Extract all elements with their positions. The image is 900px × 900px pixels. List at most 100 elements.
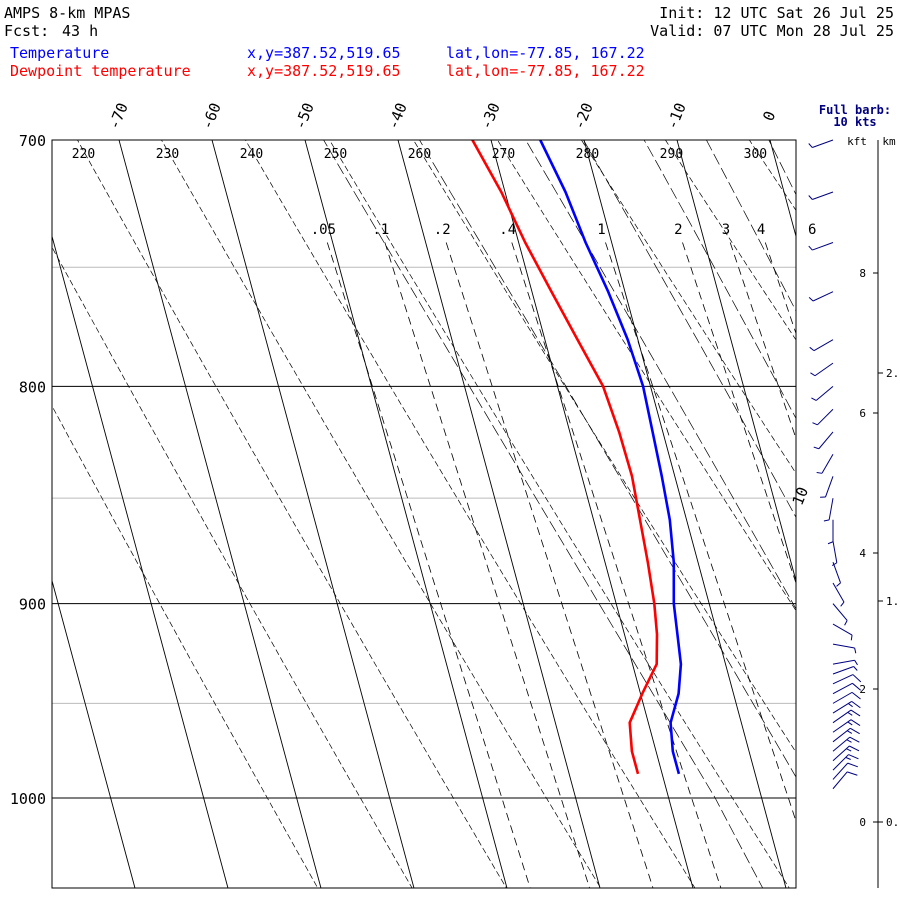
isotherm-label: -70 — [105, 100, 132, 132]
dry-adiabat-label: 250 — [324, 147, 347, 162]
dry-adiabat — [497, 140, 796, 612]
mixing-ratio-label: .05 — [311, 222, 336, 238]
dry-adiabat-label: 220 — [72, 147, 95, 162]
wind-barb — [827, 519, 834, 545]
wind-barb — [810, 362, 834, 377]
wind-barb — [808, 291, 834, 302]
dry-adiabat — [580, 140, 796, 474]
isotherm — [52, 234, 229, 888]
plot-frame — [51, 139, 797, 889]
kft-tick-label: 8 — [859, 267, 866, 280]
isotherm — [0, 140, 42, 888]
wind-barb — [832, 762, 859, 780]
wind-barb — [832, 643, 857, 654]
km-tick-label: 1. — [886, 595, 899, 608]
mixing-ratio-line — [682, 242, 796, 585]
dry-adiabat — [748, 140, 796, 211]
mixing-ratio-label: .2 — [434, 222, 451, 238]
km-tick-label: 2. — [886, 367, 899, 380]
forecast-label: Fcst: — [4, 22, 50, 40]
mixing-ratio-label: 3 — [722, 222, 730, 238]
kft-tick-label: 6 — [859, 407, 866, 420]
temperature-latlon: lat,lon=-77.85, 167.22 — [446, 44, 645, 62]
isotherm-label: -50 — [291, 100, 318, 132]
dry-adiabat — [664, 140, 796, 341]
wind-barb — [832, 727, 860, 743]
isotherm — [583, 140, 787, 888]
dry-adiabat-label: 230 — [156, 147, 179, 162]
isotherm-label: 0 — [759, 109, 779, 124]
isotherm — [769, 140, 796, 239]
dry-adiabat — [52, 246, 413, 888]
mixing-ratio-label: 4 — [757, 222, 765, 238]
wind-barb — [831, 541, 838, 567]
wind-barb — [832, 691, 861, 704]
dry-adiabat-label: 300 — [744, 147, 767, 162]
dry-adiabat-label: 270 — [492, 147, 515, 162]
mixing-ratio-label: .4 — [499, 222, 516, 238]
isotherm — [490, 140, 694, 888]
isotherm-label: -40 — [384, 100, 411, 132]
wind-barb — [832, 623, 853, 641]
moist-adiabat — [419, 140, 796, 778]
wind-barb — [832, 674, 862, 685]
wind-barb — [832, 709, 861, 724]
wind-barb — [832, 659, 858, 666]
isotherm-label: -60 — [198, 100, 225, 132]
wind-barb — [832, 666, 858, 675]
isotherm — [118, 140, 322, 888]
wind-barb — [832, 719, 861, 733]
dry-adiabat-label: 240 — [240, 147, 263, 162]
pressure-label-900: 900 — [19, 596, 46, 614]
mixing-ratio-label: 1 — [597, 222, 605, 238]
kft-tick-label: 2 — [859, 683, 866, 696]
isotherm-label: -10 — [663, 100, 690, 132]
dry-adiabat — [413, 140, 796, 753]
kft-axis-label: kft — [847, 135, 867, 148]
moist-adiabat — [323, 140, 764, 888]
mixing-ratio-line — [384, 242, 591, 888]
model-title: AMPS 8-km MPAS — [4, 4, 131, 22]
dry-adiabat-label: 280 — [576, 147, 599, 162]
mixing-ratio-line — [445, 242, 654, 888]
forecast-hours: 43 h — [62, 22, 99, 40]
dewpoint-legend-label: Dewpoint temperature — [10, 62, 191, 80]
wind-barb — [816, 454, 834, 474]
wind-barb — [808, 139, 834, 148]
pressure-label-800: 800 — [19, 378, 46, 396]
wind-barb — [808, 191, 834, 200]
wind-barb — [823, 498, 834, 522]
dewpoint-latlon: lat,lon=-77.85, 167.22 — [446, 62, 645, 80]
temperature-trace — [539, 140, 683, 775]
isotherm-label: -30 — [477, 100, 504, 132]
mixing-ratio-line — [511, 242, 722, 888]
wind-barb — [832, 603, 848, 626]
mixing-ratio-label: 2 — [674, 222, 682, 238]
pressure-label-700: 700 — [19, 132, 46, 150]
mixing-ratio-line — [326, 242, 531, 888]
isotherm-label: -20 — [570, 100, 597, 132]
isotherm — [211, 140, 415, 888]
wind-barb — [813, 431, 834, 450]
wind-barb — [832, 745, 860, 762]
wind-barb — [812, 408, 834, 426]
mixing-ratio-label: .1 — [372, 222, 389, 238]
isotherm-label: 10 — [789, 484, 812, 507]
moist-adiabat — [765, 3, 900, 900]
km-axis-label: km — [882, 135, 896, 148]
mixing-ratio-line — [764, 242, 796, 335]
wind-barb — [832, 700, 861, 714]
dewpoint-grid-xy: x,y=387.52,519.65 — [247, 62, 401, 80]
kft-tick-label: 0 — [859, 816, 866, 829]
dewpoint-trace — [471, 140, 659, 775]
km-tick-label: 0. — [886, 816, 899, 829]
moist-adiabat — [706, 140, 796, 312]
dry-adiabat-label: 260 — [408, 147, 431, 162]
wind-barb — [832, 561, 841, 587]
init-time: Init: 12 UTC Sat 26 Jul 25 — [659, 4, 894, 22]
dry-adiabat — [161, 140, 602, 888]
dry-adiabat-label: 290 — [660, 147, 683, 162]
wind-barb — [832, 736, 860, 752]
wind-barb — [811, 385, 834, 401]
